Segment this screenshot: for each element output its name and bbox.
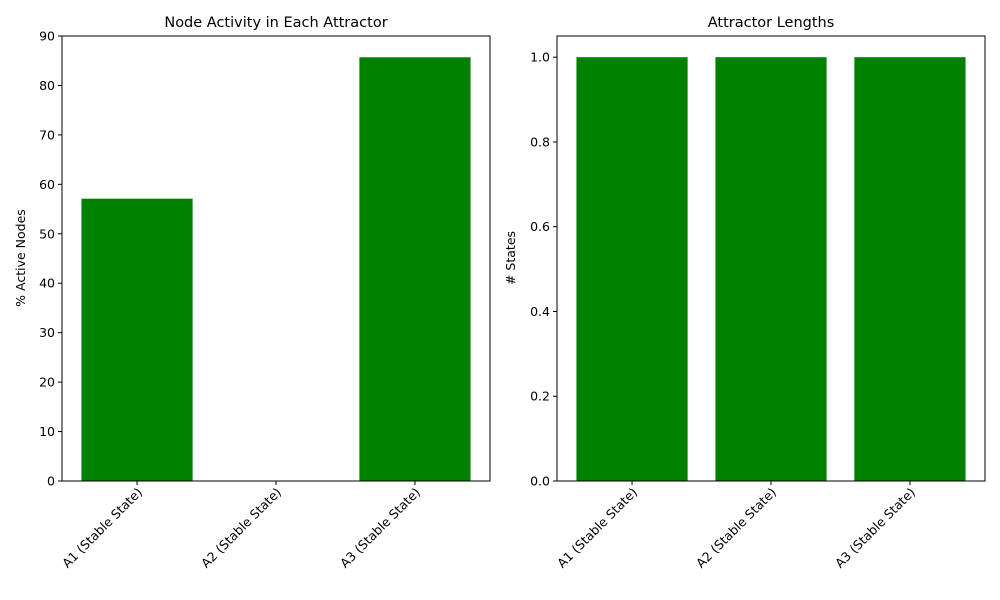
x-tick-label: A2 (Stable State)	[198, 485, 284, 571]
bar	[854, 57, 966, 481]
plot-frame	[61, 35, 491, 482]
y-tick-label: 0.0	[530, 474, 550, 489]
y-tick-label: 0.4	[530, 304, 550, 319]
chart-title: Attractor Lengths	[708, 15, 835, 31]
y-axis-label: # States	[503, 231, 518, 285]
x-tick-label: A2 (Stable State)	[693, 485, 779, 571]
x-tick-label: A1 (Stable State)	[59, 485, 145, 571]
y-tick-label: 10	[39, 424, 55, 439]
chart-title: Node Activity in Each Attractor	[164, 15, 387, 31]
y-tick-label: 0	[47, 474, 55, 489]
y-tick-label: 80	[39, 78, 55, 93]
y-tick-label: 0.6	[530, 219, 550, 234]
y-tick-label: 0.2	[530, 389, 550, 404]
y-tick-label: 40	[39, 276, 55, 291]
y-tick-label: 0.8	[530, 134, 550, 149]
bar	[359, 57, 471, 482]
chart-node-activity: Node Activity in Each Attractor % Active…	[13, 15, 491, 571]
y-axis-label: % Active Nodes	[13, 209, 28, 307]
y-tick-label: 1.0	[530, 50, 550, 65]
y-tick-label: 70	[39, 127, 55, 142]
y-tick-label: 30	[39, 325, 55, 340]
y-tick-label: 60	[39, 177, 55, 192]
y-tick-label: 20	[39, 375, 55, 390]
bar	[81, 198, 193, 481]
chart-attractor-lengths: Attractor Lengths # States 0.0 0.2 0.4 0.6 0…	[503, 15, 986, 571]
bar	[576, 57, 688, 481]
bars	[576, 57, 966, 481]
x-tick-label: A3 (Stable State)	[337, 485, 423, 571]
y-tick-label: 50	[39, 226, 55, 241]
x-tick-label: A3 (Stable State)	[832, 485, 918, 571]
y-tick-label: 90	[39, 29, 55, 44]
plot-frame	[556, 35, 986, 482]
x-tick-label: A1 (Stable State)	[554, 485, 640, 571]
bar	[715, 57, 827, 481]
bars	[81, 57, 471, 482]
